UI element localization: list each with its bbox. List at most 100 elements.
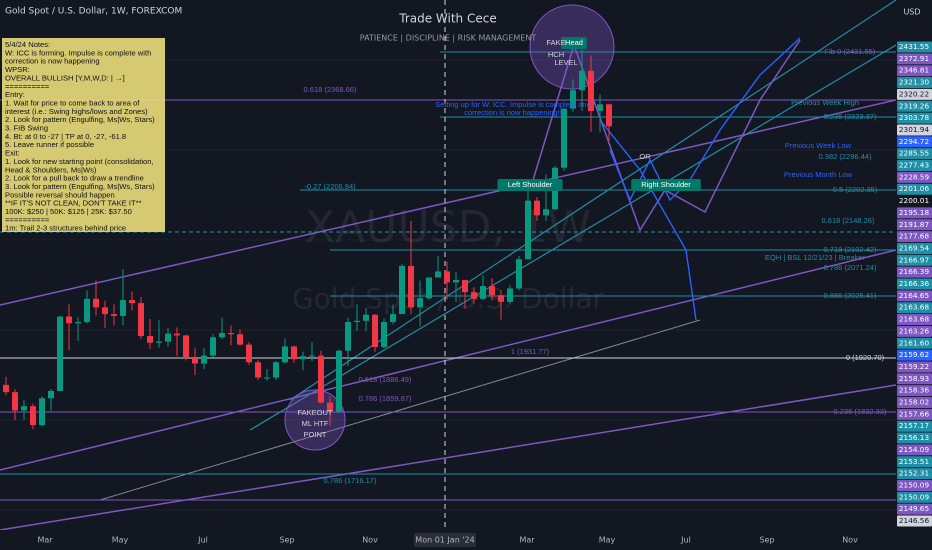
annotation: 0.618 (1886.49) (359, 375, 412, 384)
price-tag: 2166.39 (899, 267, 930, 276)
price-tag-bg (897, 468, 932, 480)
x-tick-label: May (599, 536, 616, 545)
candle-body (435, 271, 441, 278)
candle-body (543, 209, 549, 216)
price-tag-bg (897, 112, 932, 124)
price-tag: 2372.91 (899, 54, 929, 63)
annotation: -0.27 (2206.94) (304, 182, 356, 191)
notes-box (2, 38, 165, 232)
price-tag-bg (897, 337, 932, 349)
note-line: OVERALL BULLISH [Y,M,W,D: | →] (5, 73, 125, 82)
annotation: EQH | BSL 12/21/23 | Breaker (765, 253, 865, 262)
price-tag-bg (897, 183, 932, 195)
candle-body (174, 333, 180, 336)
annotation: 1 (1931.77) (511, 347, 550, 356)
annotation: 0.618 (2368.66) (304, 85, 357, 94)
candle-body (336, 350, 342, 412)
note-line: 1. Look for new starting point (consolid… (5, 157, 154, 166)
price-tag: 2164.65 (899, 291, 929, 300)
price-tag: 2303.78 (899, 113, 930, 122)
price-tag-bg (897, 195, 932, 207)
price-tag: 2321.30 (899, 78, 930, 87)
price-tag: 2346.81 (899, 66, 929, 75)
price-tag-bg (897, 266, 932, 278)
candle-body (444, 271, 450, 283)
note-line: W: ICC is forming. Impulse is complete w… (5, 48, 151, 57)
candle-body (219, 333, 225, 338)
candle-body (156, 341, 162, 343)
annotation: Previous Week Low (785, 141, 852, 150)
candle-body (165, 333, 171, 342)
candle-body (507, 288, 513, 302)
chart-title: Trade With Cece (398, 12, 496, 26)
badge: Right Shoulder (641, 180, 691, 189)
candle-body (282, 346, 288, 363)
price-tag: 2177.68 (899, 232, 930, 241)
symbol: Gold Spot / U.S. Dollar, 1W, FOREXCOM (5, 7, 182, 17)
price-tag: 2277.43 (899, 161, 930, 170)
candle-body (129, 300, 135, 304)
note-line: interest (i.e.: Swing highs/lows and Zon… (5, 107, 148, 116)
price-tag-bg (897, 53, 932, 65)
circle-text: ML HTF (302, 419, 329, 428)
note-line: 1m: Trail 2-3 structures behind price (5, 224, 126, 233)
x-tick-label: Jul (680, 536, 691, 545)
price-tag: 2431.55 (899, 42, 929, 51)
price-tag-bg (897, 207, 932, 219)
candle-body (147, 336, 153, 343)
price-tag-bg (897, 479, 932, 491)
candle-body (237, 334, 243, 345)
price-tag-bg (897, 231, 932, 243)
candle-body (453, 279, 459, 283)
price-tag: 2166.36 (899, 279, 930, 288)
candle-body (381, 322, 387, 348)
candle-body (228, 333, 234, 335)
price-tag-bg (897, 302, 932, 314)
candle-body (525, 200, 531, 260)
candle-body (300, 356, 306, 360)
candle-body (210, 337, 216, 356)
price-tag-bg (897, 278, 932, 290)
candle-body (417, 298, 423, 308)
price-tag-bg (897, 124, 932, 136)
annotation: correction is now happening!! (464, 108, 562, 117)
x-tick-label: Jul (197, 536, 208, 545)
candle-body (399, 265, 405, 315)
candle-body (363, 314, 369, 321)
annotation: 0.786 (2071.24) (824, 263, 877, 272)
price-tag: 2320.22 (899, 89, 929, 98)
price-tag: 2166.97 (899, 255, 930, 264)
price-tag-bg (897, 373, 932, 385)
price-tag: 2158.02 (899, 398, 929, 407)
candle-body (534, 200, 540, 216)
price-tag: 2201.06 (899, 184, 930, 193)
price-tag-bg (897, 361, 932, 373)
circle-text: FAKEOUT (297, 408, 332, 417)
price-tag-bg (897, 88, 932, 100)
price-tag: 2150.09 (899, 480, 930, 489)
candle-body (138, 303, 144, 337)
price-tag-bg (897, 503, 932, 515)
note-line: 1. Wait for price to come back to area o… (5, 98, 140, 107)
candle-body (291, 346, 297, 360)
chart-subtitle: PATIENCE | DISCIPLINE | RISK MANAGEMENT (360, 34, 537, 43)
candle-body (255, 362, 261, 378)
price-tag-bg (897, 314, 932, 326)
note-line: Entry: (5, 90, 25, 99)
annotation: 0.618 (2148.26) (822, 216, 875, 225)
note-line: 2. Look for a pull back to draw a trendl… (5, 174, 144, 183)
candle-body (597, 104, 603, 112)
x-labels: Mar May Jul Sep Nov Mon 01 Jan '24 Mar May Jul Se… (37, 533, 858, 547)
candle-body (102, 307, 108, 315)
candle-body (57, 316, 63, 391)
price-tag-bg (897, 65, 932, 77)
candle-body (201, 355, 207, 364)
candle-body (264, 377, 270, 379)
note-line: **IF IT'S NOT CLEAN, DON'T TAKE IT** (5, 199, 142, 208)
watermark-sub: Gold Spot / U.S. Dollar (292, 282, 605, 315)
circle-text: LEVEL (554, 58, 577, 67)
price-tag: 2191.87 (899, 220, 930, 229)
candle-body (183, 335, 189, 359)
price-tag: 2158.93 (899, 374, 930, 383)
